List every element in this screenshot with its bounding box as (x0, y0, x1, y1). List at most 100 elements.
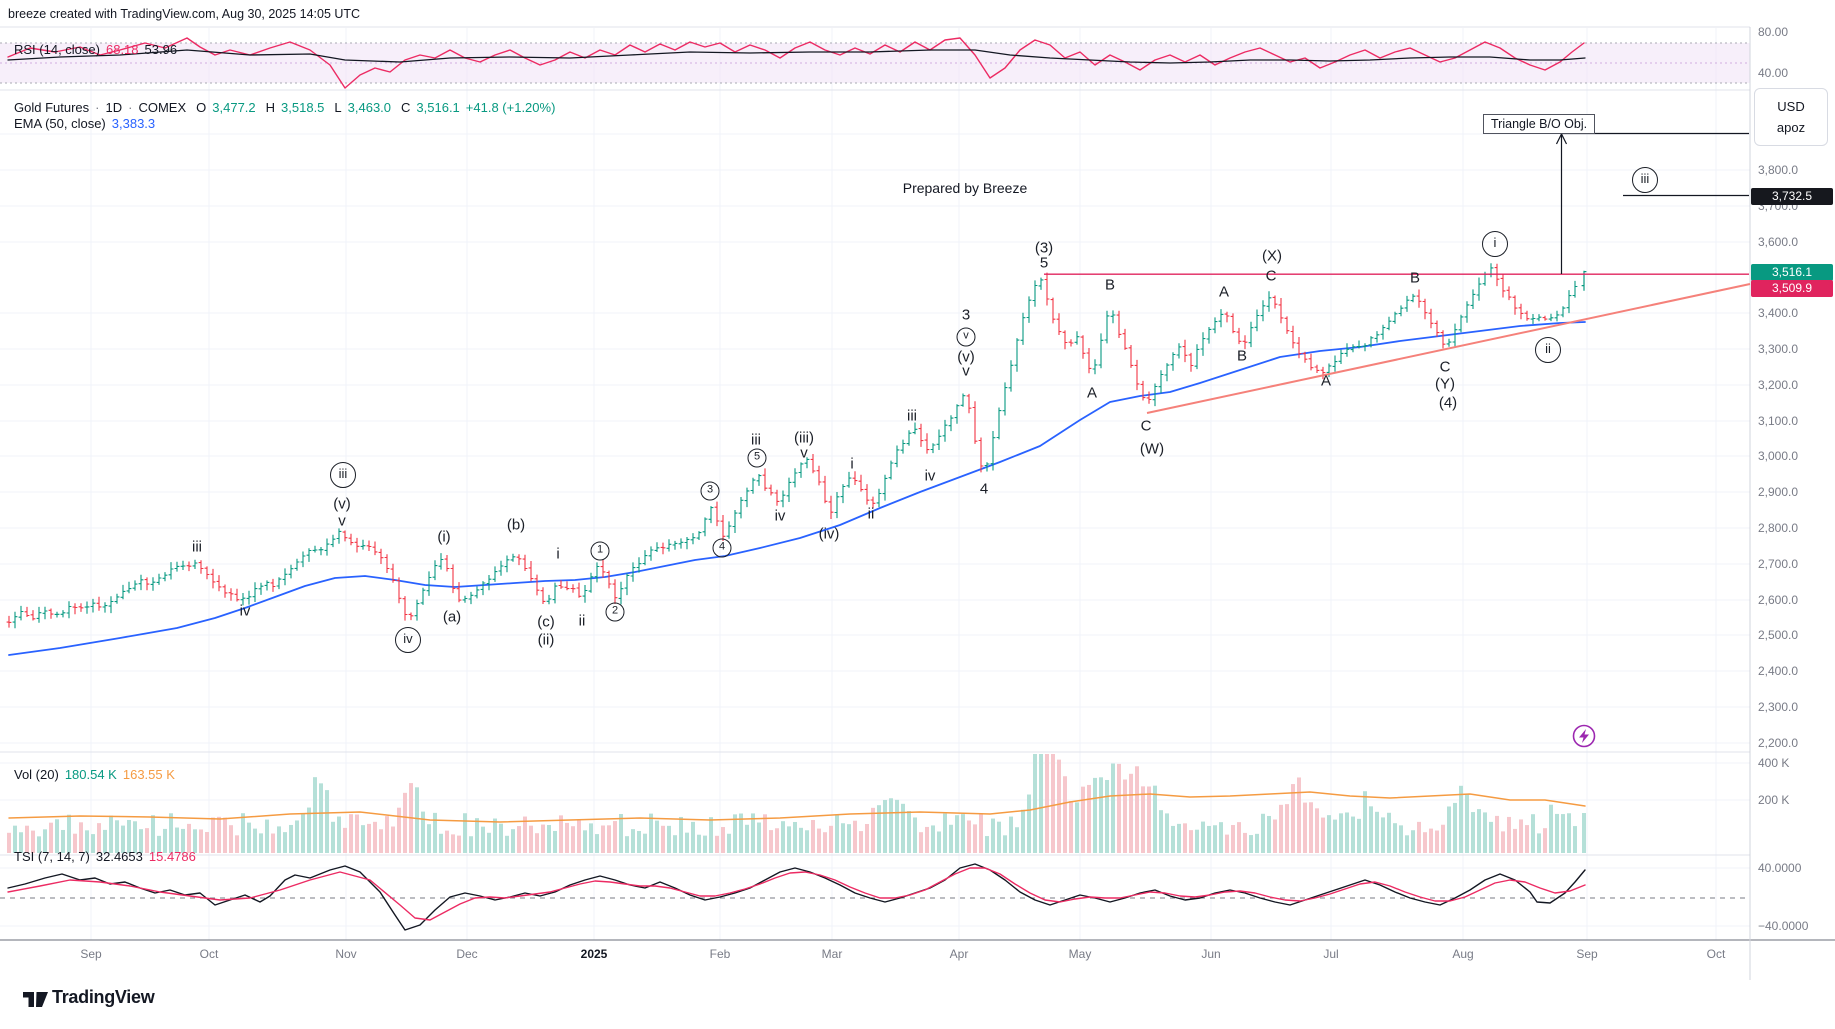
price-axis-tick: 3,100.0 (1758, 414, 1799, 428)
volume-axis-tick: 400 K (1758, 756, 1790, 770)
wave-label[interactable]: (4) (1438, 394, 1458, 412)
wave-label[interactable]: v (956, 327, 976, 347)
wave-label[interactable]: A (1320, 372, 1332, 390)
price-axis-tick: 3,600.0 (1758, 235, 1799, 249)
rsi-ma-value: 53.96 (144, 42, 178, 57)
high-value: 3,518.5 (281, 100, 325, 115)
wave-label[interactable]: A (1218, 283, 1230, 301)
wave-label[interactable]: 4 (979, 480, 989, 498)
price-axis-tick: 3,800.0 (1758, 163, 1799, 177)
wave-label[interactable]: B (1104, 276, 1116, 294)
symbol-exchange: COMEX (138, 100, 187, 115)
time-axis-month: Sep (1576, 947, 1598, 961)
wave-label[interactable]: 4 (712, 538, 732, 558)
wave-label[interactable]: (Y) (1435, 375, 1455, 393)
currency-apoz-label: apoz (1776, 120, 1806, 135)
close-value: 3,516.1 (416, 100, 460, 115)
wave-label[interactable]: iii (330, 462, 356, 488)
close-letter: C (401, 100, 411, 115)
flash-icon[interactable] (1572, 724, 1596, 748)
tsi-axis-tick: −40.0000 (1758, 919, 1809, 933)
price-axis-tick: 3,000.0 (1758, 449, 1799, 463)
wave-label[interactable]: i (556, 545, 560, 563)
wave-label[interactable]: iii (907, 407, 917, 425)
price-scale-currency-box: USD apoz (1754, 88, 1828, 146)
wave-label[interactable]: v (338, 512, 346, 530)
wave-label[interactable]: C (1140, 417, 1152, 435)
wave-label[interactable]: (c) (537, 613, 555, 631)
time-axis-month: Apr (949, 947, 969, 961)
wave-label[interactable]: iii (1632, 167, 1658, 193)
time-axis-month: May (1068, 947, 1092, 961)
rsi-legend[interactable]: RSI (14, close) 68.18 53.96 (14, 42, 177, 57)
rsi-axis-tick: 80.00 (1758, 25, 1789, 39)
wave-label[interactable]: i (1482, 231, 1508, 257)
price-axis-tick: 2,700.0 (1758, 557, 1799, 571)
wave-label[interactable]: (i) (437, 528, 451, 546)
wave-label[interactable]: (v) (333, 495, 351, 513)
wave-label[interactable]: iii (192, 538, 202, 556)
wave-label[interactable]: (iv) (818, 525, 840, 543)
symbol-legend[interactable]: Gold Futures · 1D · COMEX O 3,477.2 H 3,51… (14, 100, 555, 115)
price-axis-tick: 2,800.0 (1758, 521, 1799, 535)
rsi-legend-label: RSI (14, close) (14, 42, 100, 57)
wave-label[interactable]: 3 (700, 481, 720, 501)
wave-label[interactable]: ii (578, 612, 586, 630)
wave-label[interactable]: 1 (590, 541, 610, 561)
wave-label[interactable]: 2 (605, 602, 625, 622)
ema-legend-label: EMA (50, close) (14, 116, 106, 131)
price-axis-tick: 2,300.0 (1758, 700, 1799, 714)
wave-label[interactable]: iii (751, 431, 761, 449)
wave-label[interactable]: v (800, 444, 808, 462)
ema-legend[interactable]: EMA (50, close) 3,383.3 (14, 116, 155, 131)
wave-label[interactable]: B (1409, 269, 1421, 287)
volume-legend[interactable]: Vol (20) 180.54 K 163.55 K (14, 767, 175, 782)
time-axis-month: Oct (1706, 947, 1726, 961)
tsi-signal-value: 15.4786 (148, 849, 196, 864)
time-axis-month: Dec (456, 947, 478, 961)
wave-label[interactable]: (b) (506, 516, 526, 534)
time-axis-month: Oct (199, 947, 219, 961)
time-axis-month: Feb (709, 947, 731, 961)
rsi-axis-tick: 40.00 (1758, 66, 1789, 80)
wave-label[interactable]: v (962, 362, 970, 380)
prepared-by-watermark: Prepared by Breeze (902, 180, 1028, 196)
price-axis-tick: 2,600.0 (1758, 593, 1799, 607)
wave-label[interactable]: (v) (957, 348, 975, 366)
wave-label[interactable]: ii (867, 505, 875, 523)
wave-label[interactable]: 5 (747, 448, 767, 468)
wave-label[interactable]: (3) (1034, 239, 1054, 257)
wave-label[interactable]: iv (239, 602, 251, 620)
wave-label[interactable]: (W) (1139, 440, 1165, 458)
wave-label[interactable]: iv (774, 507, 786, 525)
wave-label[interactable]: 3 (961, 306, 971, 324)
time-axis-month: Aug (1452, 947, 1474, 961)
wave-label[interactable]: iv (395, 627, 421, 653)
wave-label[interactable]: ii (1535, 337, 1561, 363)
tradingview-logo-icon[interactable] (22, 987, 49, 1009)
wave-label[interactable]: A (1086, 384, 1098, 402)
wave-label[interactable]: B (1236, 347, 1248, 365)
wave-label[interactable]: (ii) (537, 631, 555, 649)
wave-label[interactable]: C (1265, 267, 1277, 285)
wave-label[interactable]: (X) (1262, 247, 1282, 265)
wave-label[interactable]: (a) (442, 608, 462, 626)
wave-label[interactable]: iv (924, 467, 936, 485)
wave-label[interactable]: C (1439, 358, 1451, 376)
wave-label[interactable]: 5 (1039, 254, 1049, 272)
tradingview-brand-text[interactable]: TradingView (52, 987, 155, 1007)
volume-legend-label: Vol (20) (14, 767, 59, 782)
volume-ma-value: 163.55 K (122, 767, 175, 782)
tsi-legend-label: TSI (7, 14, 7) (14, 849, 90, 864)
high-letter: H (265, 100, 276, 115)
time-axis-month: Nov (335, 947, 357, 961)
tsi-legend[interactable]: TSI (7, 14, 7) 32.4653 15.4786 (14, 849, 196, 864)
triangle-breakout-label[interactable]: Triangle B/O Obj. (1483, 114, 1596, 134)
wave-label[interactable]: i (850, 455, 854, 473)
price-axis-tick: 2,200.0 (1758, 736, 1799, 750)
open-letter: O (196, 100, 207, 115)
wave-label[interactable]: (iii) (794, 429, 814, 447)
time-axis-month: Jun (1201, 947, 1221, 961)
legend-separator: · (95, 100, 100, 115)
